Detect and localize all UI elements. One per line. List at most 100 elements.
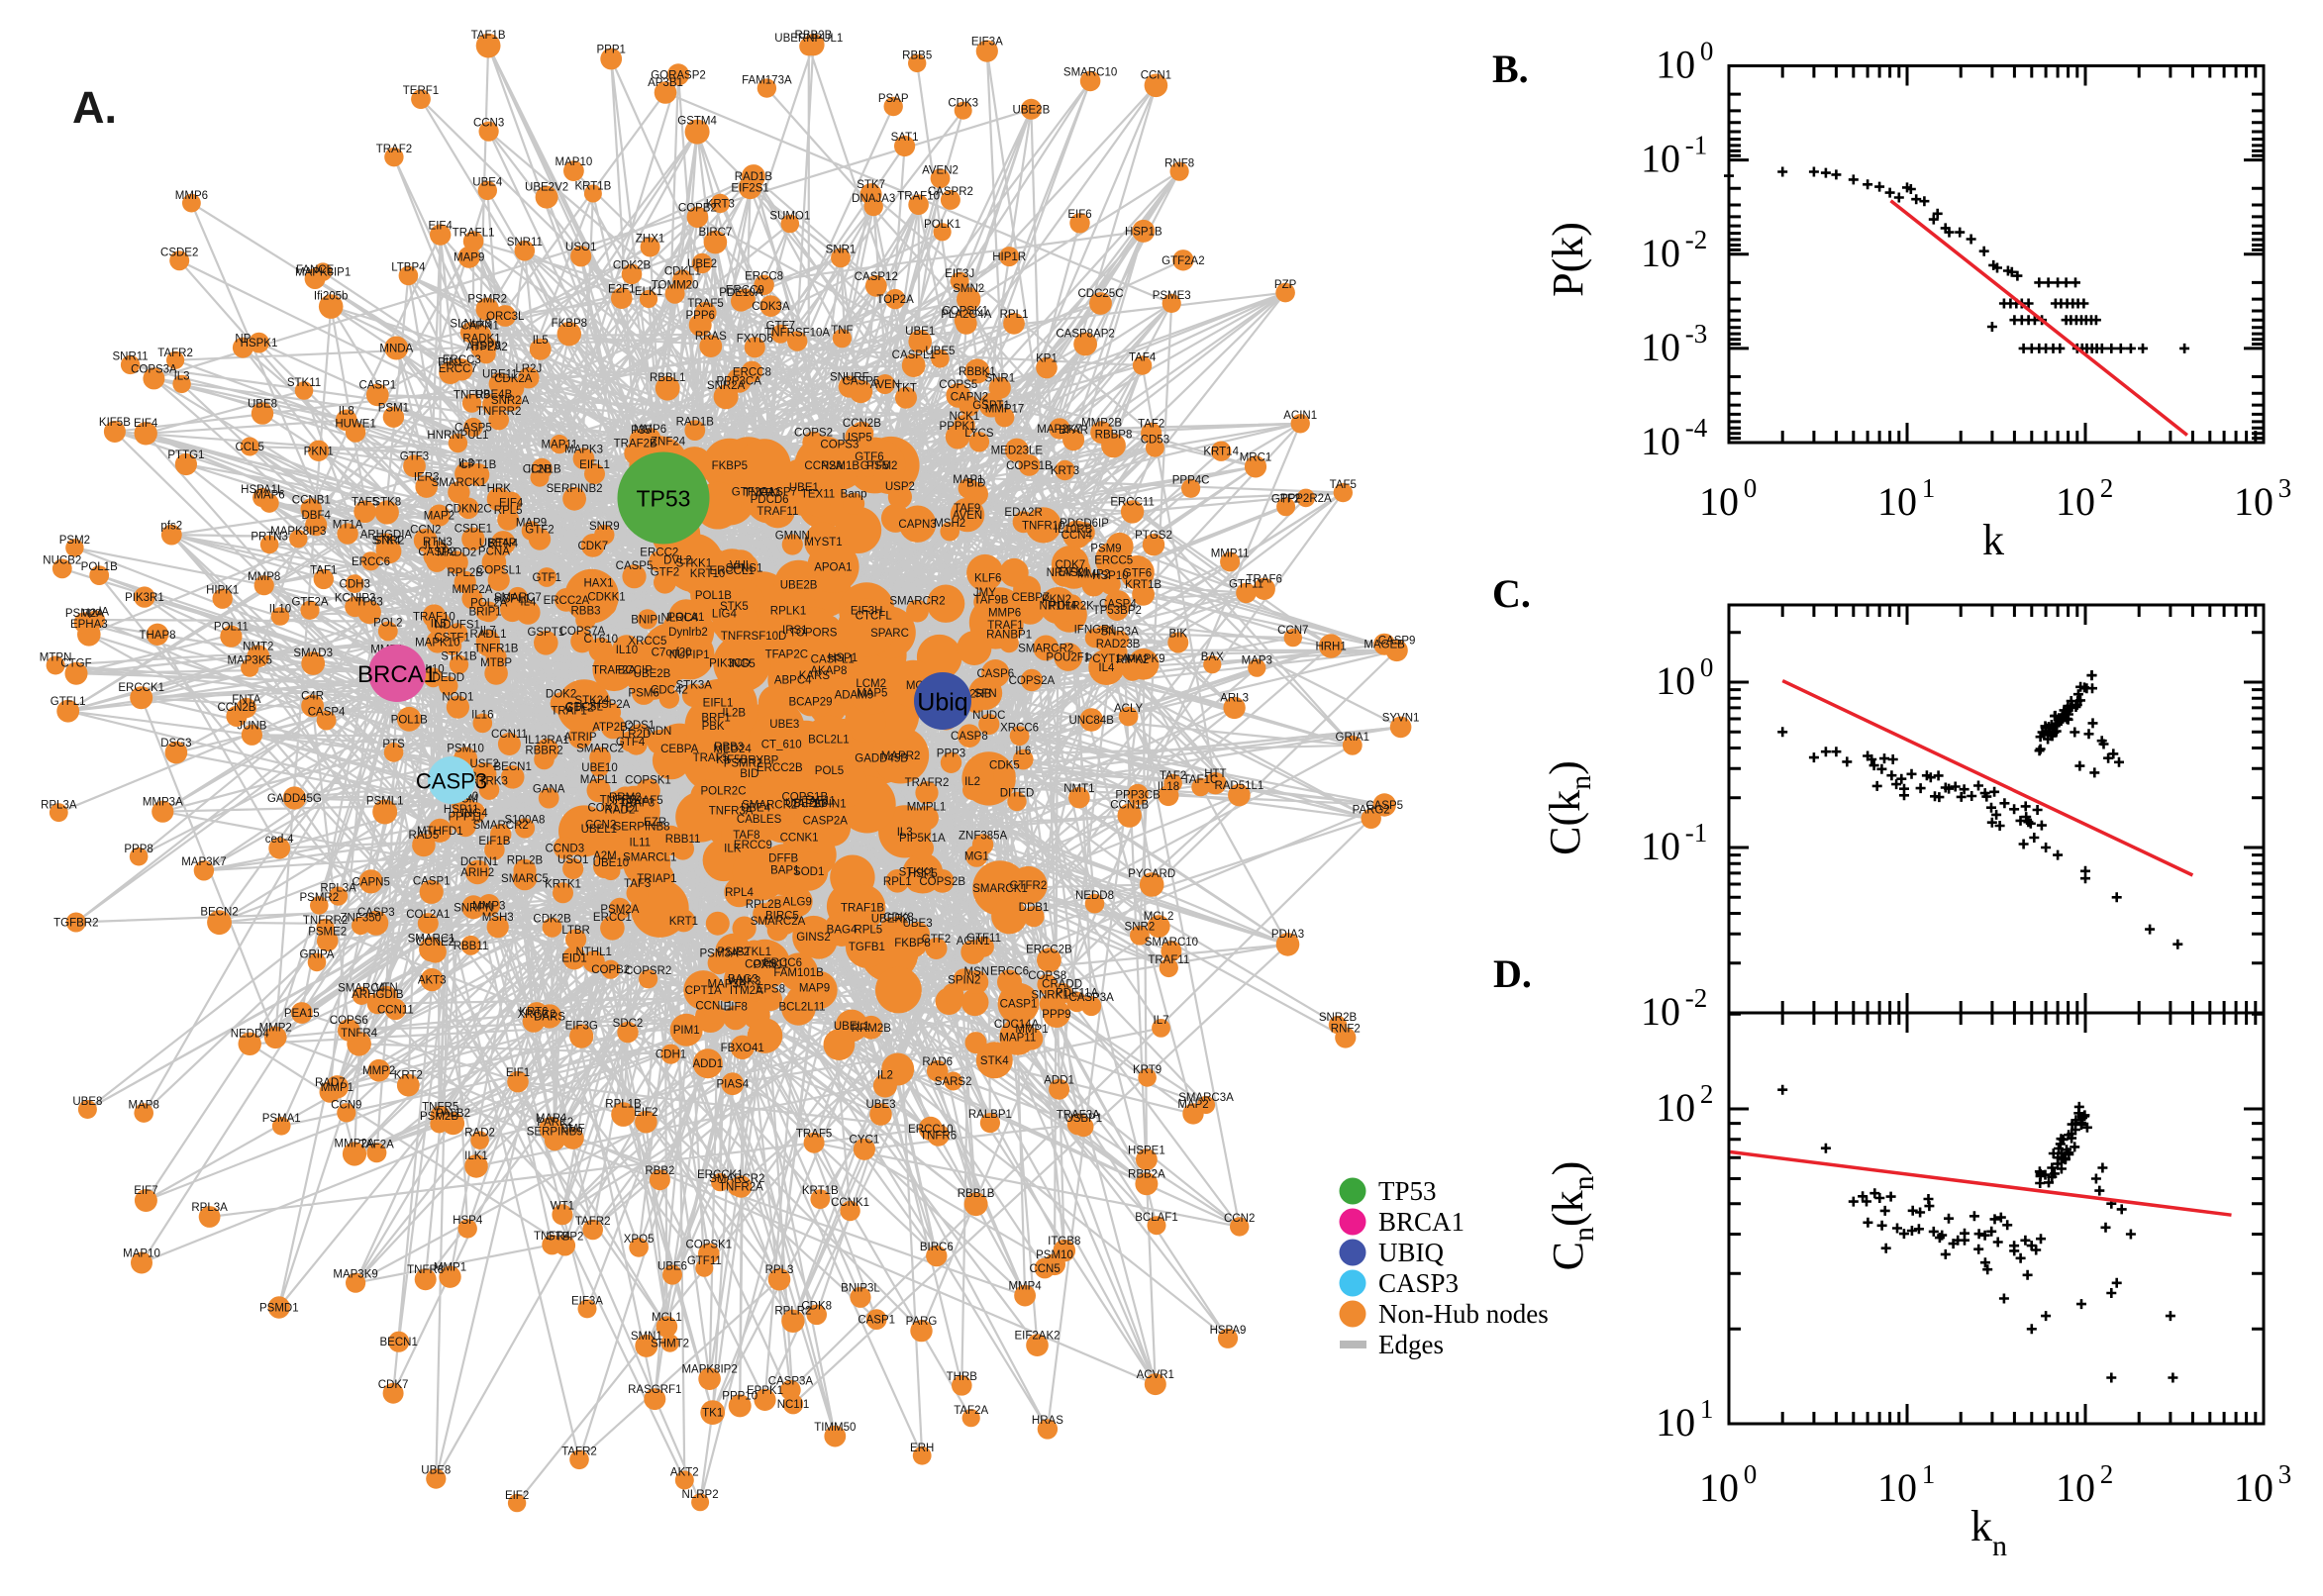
svg-text:CDKN2C: CDKN2C <box>445 503 491 515</box>
svg-text:KRT1B: KRT1B <box>574 181 611 193</box>
svg-text:TOMM20: TOMM20 <box>652 280 699 292</box>
svg-text:ADD1: ADD1 <box>692 1058 723 1070</box>
svg-text:PPP2R2A: PPP2R2A <box>1280 493 1332 505</box>
svg-text:PSMR2: PSMR2 <box>299 892 339 904</box>
svg-text:CCNE2: CCNE2 <box>416 937 454 948</box>
svg-text:P(k): P(k) <box>1544 222 1592 297</box>
svg-text:RANBP1: RANBP1 <box>986 630 1032 642</box>
svg-text:MCL2: MCL2 <box>1144 911 1174 923</box>
svg-text:MG1: MG1 <box>964 851 989 863</box>
svg-text:UBE3: UBE3 <box>903 918 933 930</box>
svg-text:SNR1: SNR1 <box>984 373 1015 385</box>
svg-text:UBE2L3: UBE2L3 <box>785 798 828 810</box>
svg-text:MAP4: MAP4 <box>536 1113 567 1125</box>
svg-text:ERCC8: ERCC8 <box>733 366 771 378</box>
svg-text:PTS: PTS <box>382 739 405 750</box>
svg-text:D.: D. <box>1493 951 1532 996</box>
svg-text:PPP3: PPP3 <box>937 748 965 760</box>
svg-text:MAP3A: MAP3A <box>708 979 747 991</box>
svg-text:EIF4: EIF4 <box>429 220 454 232</box>
svg-text:PIP5K1A: PIP5K1A <box>899 833 946 845</box>
svg-text:MAP9: MAP9 <box>799 982 830 994</box>
svg-text:MAP2: MAP2 <box>424 511 454 523</box>
svg-text:10: 10 <box>1656 1400 1695 1445</box>
svg-text:DCTN1: DCTN1 <box>460 856 498 868</box>
svg-text:UBE8: UBE8 <box>248 398 277 410</box>
svg-text:ERCC5: ERCC5 <box>1094 554 1133 566</box>
svg-text:CDK2A: CDK2A <box>494 373 533 385</box>
svg-text:SPIN2: SPIN2 <box>948 975 980 987</box>
svg-text:CASP1: CASP1 <box>1000 999 1038 1011</box>
svg-text:CASP8AP2: CASP8AP2 <box>1056 329 1114 341</box>
svg-text:CAPN2: CAPN2 <box>951 391 988 403</box>
svg-text:TNFRR2: TNFRR2 <box>303 915 348 927</box>
svg-text:ZNF24: ZNF24 <box>651 436 686 448</box>
svg-text:UBE3: UBE3 <box>769 719 799 731</box>
svg-text:ERCC6: ERCC6 <box>990 966 1029 978</box>
svg-text:RPL2B: RPL2B <box>746 899 782 911</box>
svg-text:PYCARD: PYCARD <box>1128 868 1175 880</box>
svg-text:CAPN5: CAPN5 <box>353 876 390 888</box>
svg-text:FNTA: FNTA <box>232 694 261 706</box>
svg-text:CDK3A: CDK3A <box>752 301 790 313</box>
svg-text:MAP10: MAP10 <box>556 156 593 168</box>
svg-text:NDUFS1: NDUFS1 <box>435 619 480 631</box>
svg-text:RPL2B: RPL2B <box>507 855 544 867</box>
svg-text:TP53: TP53 <box>637 486 691 512</box>
svg-text:CASP4: CASP4 <box>308 707 346 719</box>
svg-text:-2: -2 <box>1685 225 1708 254</box>
svg-text:TOPORS: TOPORS <box>789 628 838 640</box>
svg-text:ALG9: ALG9 <box>782 897 811 909</box>
svg-text:CRADD: CRADD <box>1042 979 1082 991</box>
svg-text:GTF11: GTF11 <box>687 1255 722 1267</box>
svg-text:XRCC6: XRCC6 <box>1000 722 1039 734</box>
svg-text:TRAF3A: TRAF3A <box>1057 1110 1100 1122</box>
svg-text:NR1H4: NR1H4 <box>1040 601 1077 613</box>
svg-text:TK1: TK1 <box>702 1408 723 1420</box>
svg-text:CDK7: CDK7 <box>1055 559 1085 571</box>
svg-text:SNRK1: SNRK1 <box>1031 989 1068 1001</box>
svg-text:SERPINB8: SERPINB8 <box>614 822 670 834</box>
svg-text:POL11: POL11 <box>214 622 249 634</box>
svg-text:HSPK1: HSPK1 <box>241 338 278 349</box>
svg-text:JUNB: JUNB <box>237 721 266 733</box>
svg-text:ARL3: ARL3 <box>1220 693 1249 705</box>
svg-text:RBB2: RBB2 <box>645 1165 674 1177</box>
svg-text:FKBP8: FKBP8 <box>552 318 587 330</box>
svg-text:npdA: npdA <box>82 607 109 619</box>
svg-text:CCNB1: CCNB1 <box>292 494 331 506</box>
svg-text:IL10: IL10 <box>616 645 638 656</box>
svg-text:CCN11: CCN11 <box>491 729 528 741</box>
svg-text:PDE11A: PDE11A <box>1056 988 1099 1000</box>
svg-text:ERCC3: ERCC3 <box>443 354 481 366</box>
svg-text:SDC2: SDC2 <box>613 1018 644 1030</box>
svg-text:MAPK8IP2: MAPK8IP2 <box>681 1364 737 1376</box>
svg-text:TAF10: TAF10 <box>791 798 825 810</box>
svg-text:RBB1B: RBB1B <box>958 1188 995 1200</box>
svg-text:MAPL1: MAPL1 <box>580 774 618 786</box>
svg-text:10: 10 <box>1641 419 1680 463</box>
svg-text:CASP9: CASP9 <box>1378 636 1416 648</box>
svg-text:COPS3: COPS3 <box>820 440 858 451</box>
svg-text:BRCA1: BRCA1 <box>1378 1207 1464 1237</box>
svg-text:POL2A: POL2A <box>470 598 507 610</box>
svg-text:PSM2: PSM2 <box>866 460 897 472</box>
svg-text:10: 10 <box>1877 1465 1917 1510</box>
svg-text:TP63: TP63 <box>355 597 383 609</box>
svg-text:PSM2: PSM2 <box>59 535 90 547</box>
svg-text:KRTK1: KRTK1 <box>545 878 581 890</box>
svg-text:TNFR3: TNFR3 <box>600 795 637 807</box>
svg-text:STKK1: STKK1 <box>676 558 712 570</box>
svg-text:HSP2A: HSP2A <box>593 699 631 711</box>
svg-text:RTN3: RTN3 <box>423 537 453 549</box>
svg-text:RPL5: RPL5 <box>494 505 523 517</box>
svg-text:HIPK1: HIPK1 <box>206 585 239 597</box>
svg-text:PCNA: PCNA <box>478 547 510 558</box>
svg-text:MAP3K5: MAP3K5 <box>228 655 272 667</box>
svg-text:PSMA1: PSMA1 <box>262 1113 301 1125</box>
svg-text:UBE2: UBE2 <box>687 258 717 270</box>
svg-text:TAF9: TAF9 <box>954 503 980 515</box>
svg-text:COPS5: COPS5 <box>939 379 977 391</box>
svg-text:KRT10: KRT10 <box>690 568 726 580</box>
svg-text:NMT2: NMT2 <box>243 642 273 653</box>
